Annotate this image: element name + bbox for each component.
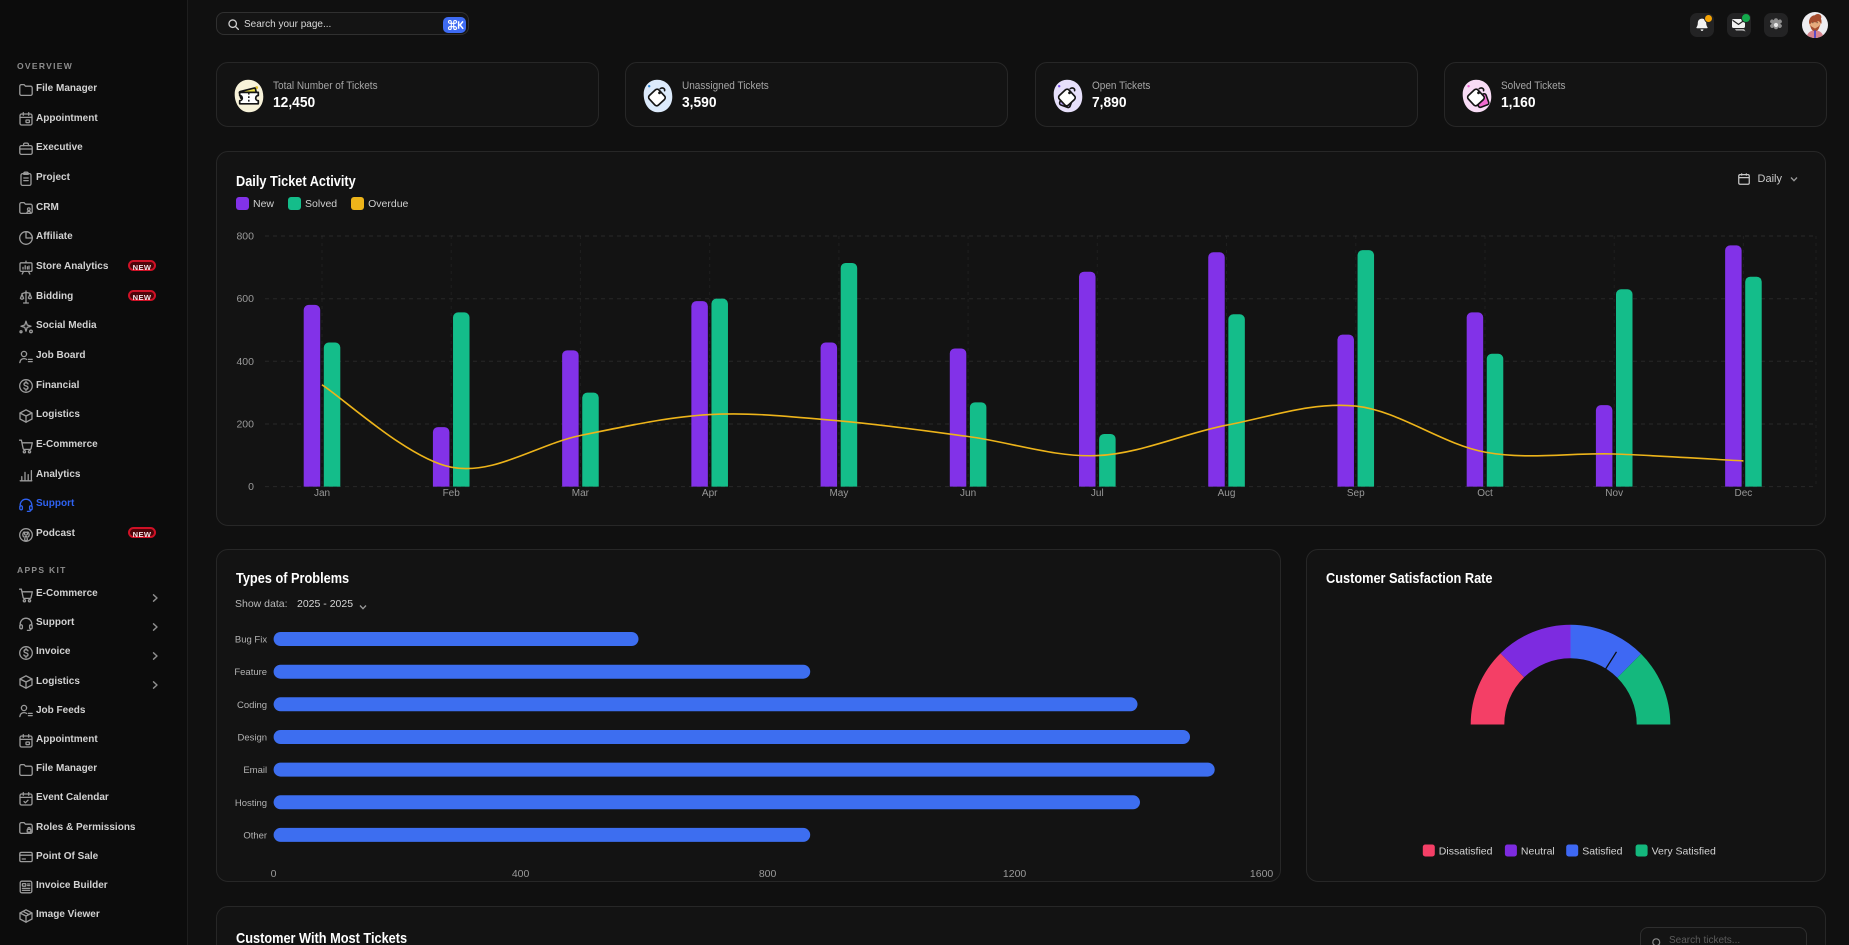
svg-text:Design: Design — [238, 733, 268, 744]
svg-text:400: 400 — [512, 868, 530, 880]
svg-text:Feature: Feature — [234, 667, 267, 678]
svg-text:Apr: Apr — [702, 488, 718, 499]
svg-text:Jan: Jan — [314, 488, 330, 499]
svg-text:Sep: Sep — [1347, 488, 1365, 499]
svg-text:Jun: Jun — [960, 488, 976, 499]
svg-text:Coding: Coding — [237, 700, 267, 711]
svg-text:0: 0 — [271, 868, 277, 880]
svg-text:Jul: Jul — [1091, 488, 1104, 499]
svg-text:Email: Email — [243, 765, 267, 776]
svg-text:May: May — [829, 488, 848, 499]
svg-text:Aug: Aug — [1218, 488, 1236, 499]
svg-text:Nov: Nov — [1605, 488, 1623, 499]
svg-text:1200: 1200 — [1003, 868, 1027, 880]
svg-text:Dec: Dec — [1735, 488, 1753, 499]
svg-text:400: 400 — [236, 356, 254, 368]
svg-text:200: 200 — [236, 419, 254, 431]
svg-text:800: 800 — [236, 231, 254, 243]
svg-text:Other: Other — [243, 830, 267, 841]
svg-text:Hosting: Hosting — [235, 798, 267, 809]
svg-text:600: 600 — [236, 293, 254, 305]
svg-text:Satisfied: Satisfied — [1582, 846, 1622, 858]
svg-text:800: 800 — [759, 868, 777, 880]
svg-text:Neutral: Neutral — [1521, 846, 1555, 858]
svg-text:Feb: Feb — [443, 488, 461, 499]
svg-text:Dissatisfied: Dissatisfied — [1439, 846, 1493, 858]
svg-text:Oct: Oct — [1477, 488, 1493, 499]
svg-text:Mar: Mar — [572, 488, 590, 499]
svg-text:Very Satisfied: Very Satisfied — [1652, 846, 1716, 858]
svg-text:Bug Fix: Bug Fix — [235, 635, 267, 646]
svg-text:0: 0 — [248, 481, 254, 493]
svg-text:1600: 1600 — [1250, 868, 1274, 880]
